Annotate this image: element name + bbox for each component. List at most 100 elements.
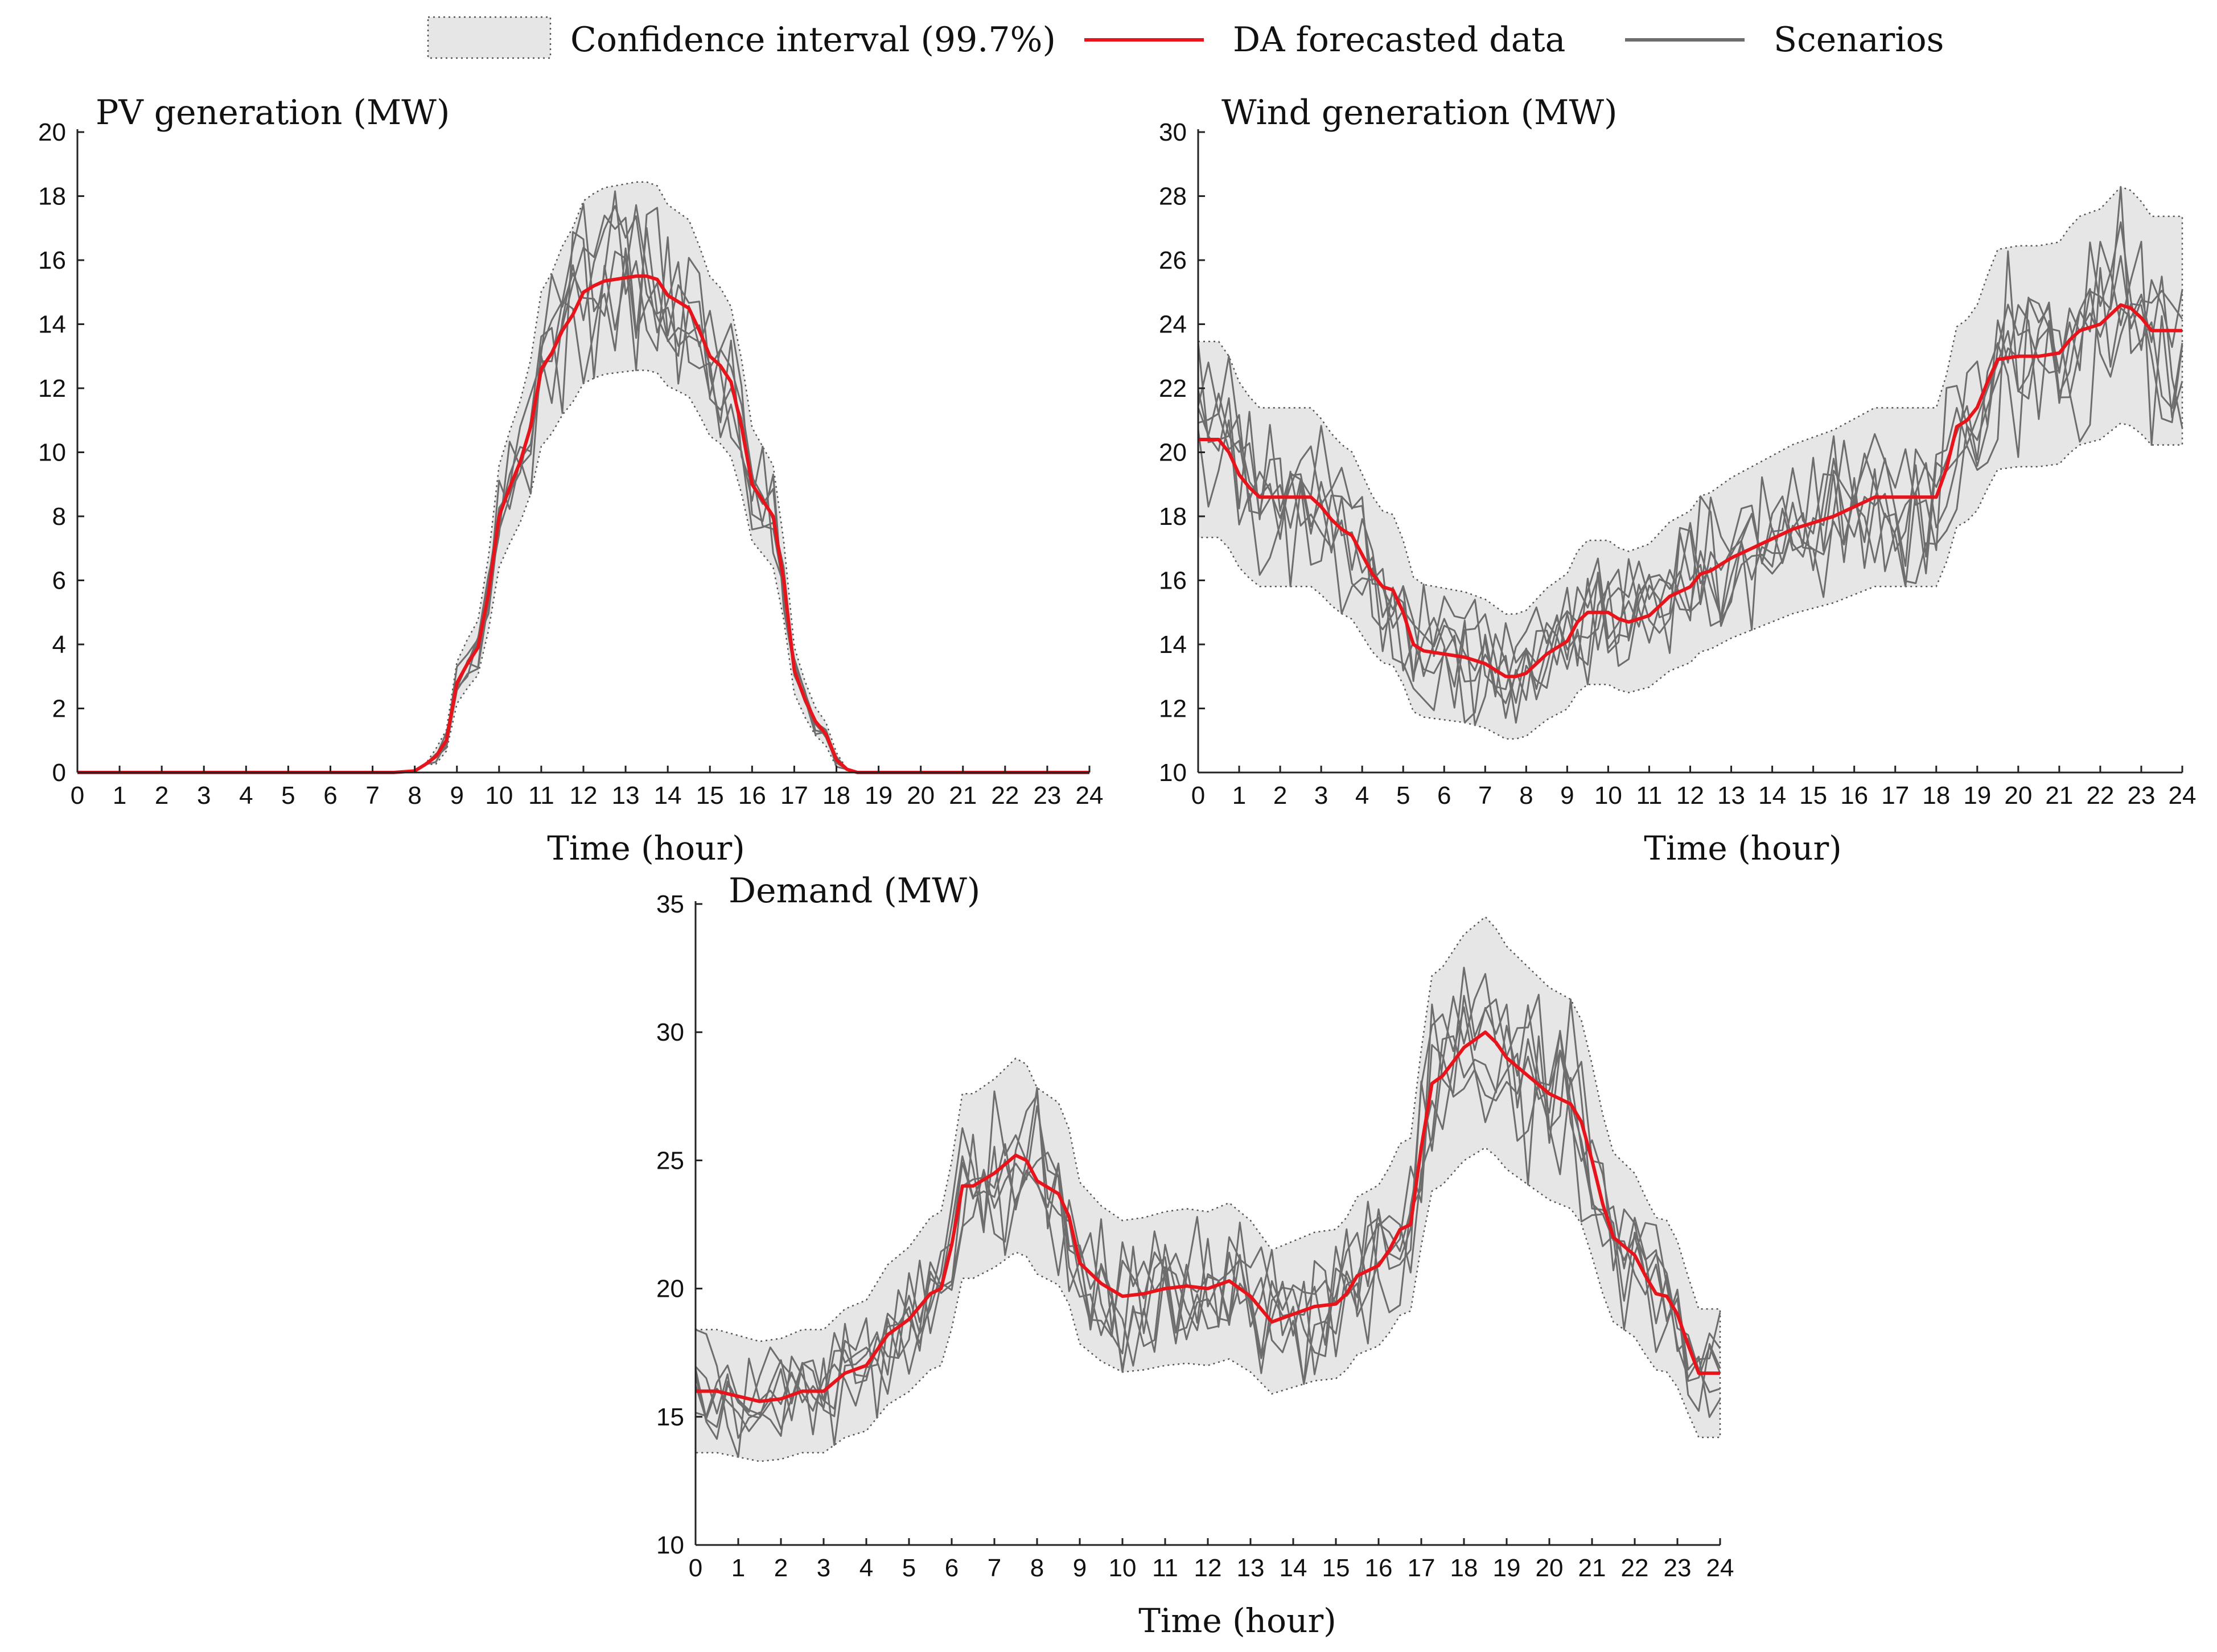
pv-x-tick-label: 15 (696, 782, 724, 809)
demand-x-tick-label: 21 (1578, 1554, 1606, 1582)
demand-scenario-line (695, 1006, 1721, 1446)
pv-y-tick-label: 18 (38, 183, 66, 211)
pv-forecast-line (77, 274, 1089, 774)
demand-x-tick-label: 19 (1493, 1554, 1521, 1582)
demand-x-tick-label: 7 (988, 1554, 1001, 1582)
pv-x-tick-label: 17 (780, 782, 808, 809)
wind-x-tick-label: 16 (1840, 782, 1868, 809)
demand-x-tick-label: 9 (1073, 1554, 1087, 1582)
wind-x-tick-label: 20 (2004, 782, 2032, 809)
wind-x-tick-label: 7 (1478, 782, 1492, 809)
wind-x-tick-label: 24 (2169, 782, 2197, 809)
pv-y-tick-label: 0 (52, 759, 66, 787)
wind-x-tick-label: 12 (1676, 782, 1704, 809)
demand-y-tick-label: 25 (656, 1146, 684, 1174)
pv-chart-ylabel: PV generation (MW) (96, 93, 450, 133)
pv-y-tick-label: 12 (38, 375, 66, 402)
pv-y-tick-label: 14 (38, 311, 66, 339)
legend-confidence-swatch (427, 16, 552, 59)
wind-x-tick-label: 4 (1355, 782, 1369, 809)
pv-x-tick-label: 0 (71, 782, 84, 809)
wind-x-tick-label: 3 (1314, 782, 1328, 809)
demand-chart-ylabel: Demand (MW) (729, 871, 980, 911)
pv-y-tick-label: 16 (38, 246, 66, 274)
demand-y-tick-label: 30 (656, 1018, 684, 1046)
demand-scenario-line (694, 973, 1721, 1432)
wind-x-tick-label: 5 (1396, 782, 1410, 809)
wind-y-tick-label: 26 (1159, 246, 1187, 274)
pv-x-tick-label: 9 (450, 782, 464, 809)
wind-x-tick-label: 15 (1799, 782, 1827, 809)
demand-x-tick-label: 22 (1621, 1554, 1649, 1582)
legend-scenarios-label: Scenarios (1774, 20, 1944, 60)
wind-chart-ylabel: Wind generation (MW) (1221, 93, 1618, 133)
wind-y-tick-label: 18 (1159, 503, 1187, 531)
demand-x-tick-label: 2 (774, 1554, 788, 1582)
demand-x-tick-label: 3 (817, 1554, 830, 1582)
pv-x-tick-label: 11 (528, 782, 554, 809)
wind-x-tick-label: 9 (1560, 782, 1574, 809)
pv-x-tick-label: 18 (822, 782, 850, 809)
pv-x-tick-label: 14 (654, 782, 682, 809)
pv-x-tick-label: 10 (485, 782, 513, 809)
wind-y-tick-label: 24 (1159, 311, 1187, 339)
pv-x-tick-label: 13 (612, 782, 640, 809)
wind-y-tick-label: 14 (1159, 631, 1187, 659)
wind-y-tick-label: 12 (1159, 695, 1187, 723)
demand-x-tick-label: 12 (1194, 1554, 1222, 1582)
wind-y-tick-label: 20 (1159, 439, 1187, 467)
pv-y-tick-label: 8 (52, 503, 66, 531)
pv-y-tick-label: 6 (52, 567, 66, 595)
wind-confidence-band (1197, 186, 2183, 740)
wind-x-tick-label: 22 (2086, 782, 2114, 809)
demand-y-tick-label: 20 (656, 1275, 684, 1303)
demand-x-tick-label: 23 (1664, 1554, 1692, 1582)
demand-x-tick-label: 4 (859, 1554, 873, 1582)
demand-scenario-line (695, 995, 1721, 1458)
demand-y-tick-label: 35 (656, 890, 684, 918)
demand-confidence-band (694, 915, 1721, 1462)
wind-x-tick-label: 13 (1717, 782, 1745, 809)
wind-x-tick-label: 10 (1594, 782, 1622, 809)
demand-x-tick-label: 8 (1030, 1554, 1044, 1582)
wind-chart: Wind generation (MW) Time (hour) 1012141… (1159, 93, 2196, 868)
legend: Confidence interval (99.7%) DA forecaste… (427, 16, 1944, 60)
demand-x-tick-label: 24 (1706, 1554, 1734, 1582)
wind-scenario-line (1197, 288, 2183, 726)
wind-x-tick-label: 23 (2127, 782, 2155, 809)
pv-x-tick-label: 3 (197, 782, 211, 809)
wind-y-tick-label: 30 (1159, 118, 1187, 146)
wind-x-tick-label: 18 (1922, 782, 1950, 809)
pv-x-tick-label: 5 (281, 782, 295, 809)
pv-y-tick-label: 20 (38, 118, 66, 146)
wind-x-tick-label: 0 (1191, 782, 1205, 809)
pv-chart: PV generation (MW) Time (hour) 024681012… (38, 93, 1103, 868)
pv-x-tick-label: 16 (738, 782, 766, 809)
demand-x-tick-label: 15 (1322, 1554, 1350, 1582)
pv-y-tick-label: 10 (38, 439, 66, 467)
demand-x-tick-label: 14 (1280, 1554, 1307, 1582)
wind-x-tick-label: 8 (1519, 782, 1533, 809)
pv-x-tick-label: 2 (155, 782, 168, 809)
wind-x-tick-label: 6 (1437, 782, 1451, 809)
demand-scenario-line (694, 1044, 1721, 1440)
wind-x-tick-label: 17 (1881, 782, 1909, 809)
demand-x-tick-label: 17 (1408, 1554, 1436, 1582)
demand-chart-xlabel: Time (hour) (1138, 1601, 1336, 1640)
wind-chart-xlabel: Time (hour) (1644, 829, 1842, 868)
wind-y-tick-label: 16 (1159, 567, 1187, 595)
pv-chart-xlabel: Time (hour) (547, 829, 745, 868)
demand-x-tick-label: 1 (731, 1554, 745, 1582)
pv-x-tick-label: 1 (113, 782, 126, 809)
demand-forecast-line (696, 1030, 1720, 1403)
wind-x-tick-label: 1 (1232, 782, 1246, 809)
wind-x-tick-label: 14 (1758, 782, 1786, 809)
wind-x-tick-label: 21 (2045, 782, 2073, 809)
demand-x-tick-label: 5 (902, 1554, 916, 1582)
pv-x-tick-label: 21 (949, 782, 977, 809)
pv-x-tick-label: 12 (570, 782, 598, 809)
pv-x-tick-label: 23 (1033, 782, 1061, 809)
